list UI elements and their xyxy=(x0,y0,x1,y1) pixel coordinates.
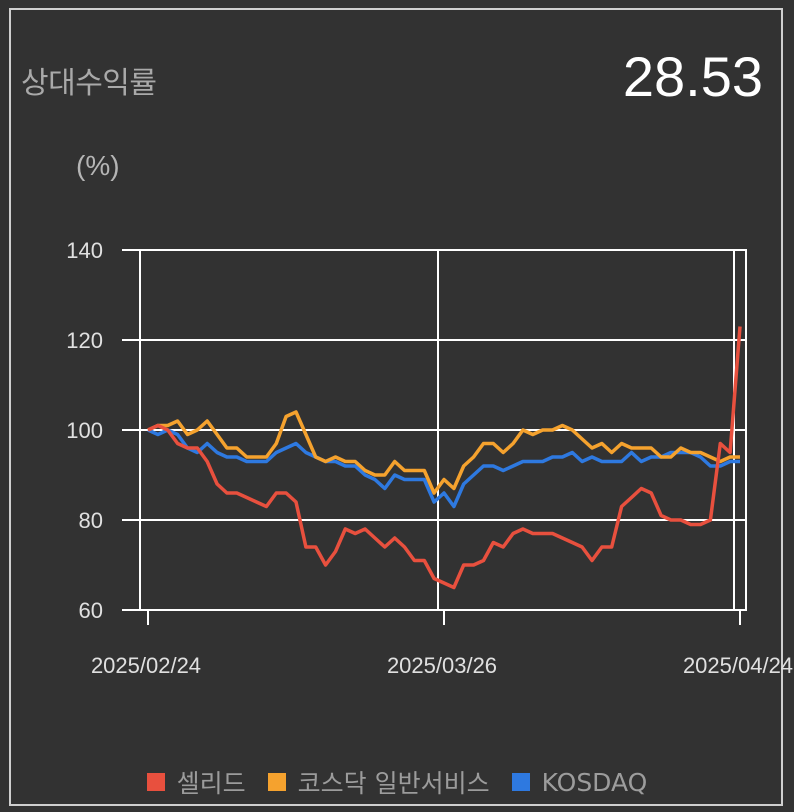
y-tick-label: 140 xyxy=(66,238,103,263)
y-axis-unit: (%) xyxy=(76,150,120,181)
series-line-2 xyxy=(147,428,740,509)
series-line-0 xyxy=(147,326,742,590)
legend: 셀리드 코스닥 일반서비스 KOSDAQ xyxy=(0,764,794,800)
legend-label-celid: 셀리드 xyxy=(176,769,246,798)
y-tick-label: 80 xyxy=(79,508,103,533)
series-line-1 xyxy=(147,410,740,495)
legend-swatch-celid xyxy=(146,773,165,791)
y-tick-label: 120 xyxy=(66,328,103,353)
y-tick-label: 100 xyxy=(66,418,103,443)
legend-item-celid[interactable]: 셀리드 xyxy=(146,764,246,800)
y-tick-label: 60 xyxy=(79,598,103,623)
chart-card: 상대수익률 28.53 xyxy=(9,8,783,806)
legend-swatch-kosdaq-general-services xyxy=(267,773,286,791)
legend-label-kosdaq-general-services: 코스닥 일반서비스 xyxy=(297,769,490,798)
x-tick-label: 2025/04/24 xyxy=(683,653,793,678)
x-tick-label: 2025/03/26 xyxy=(387,653,497,678)
legend-item-kosdaq[interactable]: KOSDAQ xyxy=(511,764,648,800)
legend-swatch-kosdaq xyxy=(511,773,530,791)
return-value: 28.53 xyxy=(622,45,763,108)
legend-label-kosdaq: KOSDAQ xyxy=(541,767,648,797)
x-tick-label: 2025/02/24 xyxy=(91,653,201,678)
chart-title: 상대수익률 xyxy=(21,66,157,101)
legend-item-kosdaq-general-services[interactable]: 코스닥 일반서비스 xyxy=(267,764,490,800)
